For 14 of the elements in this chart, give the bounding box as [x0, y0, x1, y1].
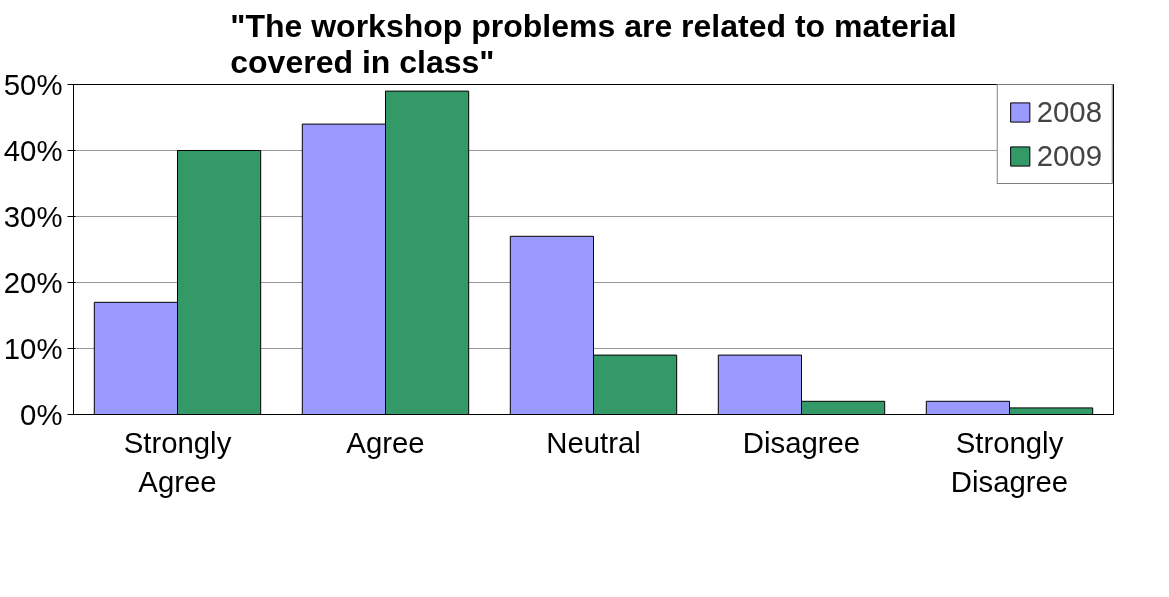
y-tick-label: 0%: [20, 398, 63, 431]
x-tick-label: Agree: [346, 425, 425, 459]
y-tick-label: 20%: [3, 266, 63, 299]
y-tick-label: 50%: [3, 68, 63, 101]
y-tick-label: 10%: [3, 332, 63, 365]
chart-title: "The workshop problems are related to material covered in class": [230, 7, 957, 80]
x-tick-label: Neutral: [546, 425, 641, 459]
legend-label: 2008: [1036, 95, 1102, 129]
y-tick-label: 30%: [3, 200, 63, 233]
x-tick-label: Strongly Agree: [123, 425, 232, 499]
legend-label: 2009: [1036, 139, 1102, 173]
x-tick-label: Strongly Disagree: [950, 425, 1069, 499]
y-tick-label: 40%: [3, 134, 63, 167]
x-tick-label: Disagree: [742, 425, 861, 459]
